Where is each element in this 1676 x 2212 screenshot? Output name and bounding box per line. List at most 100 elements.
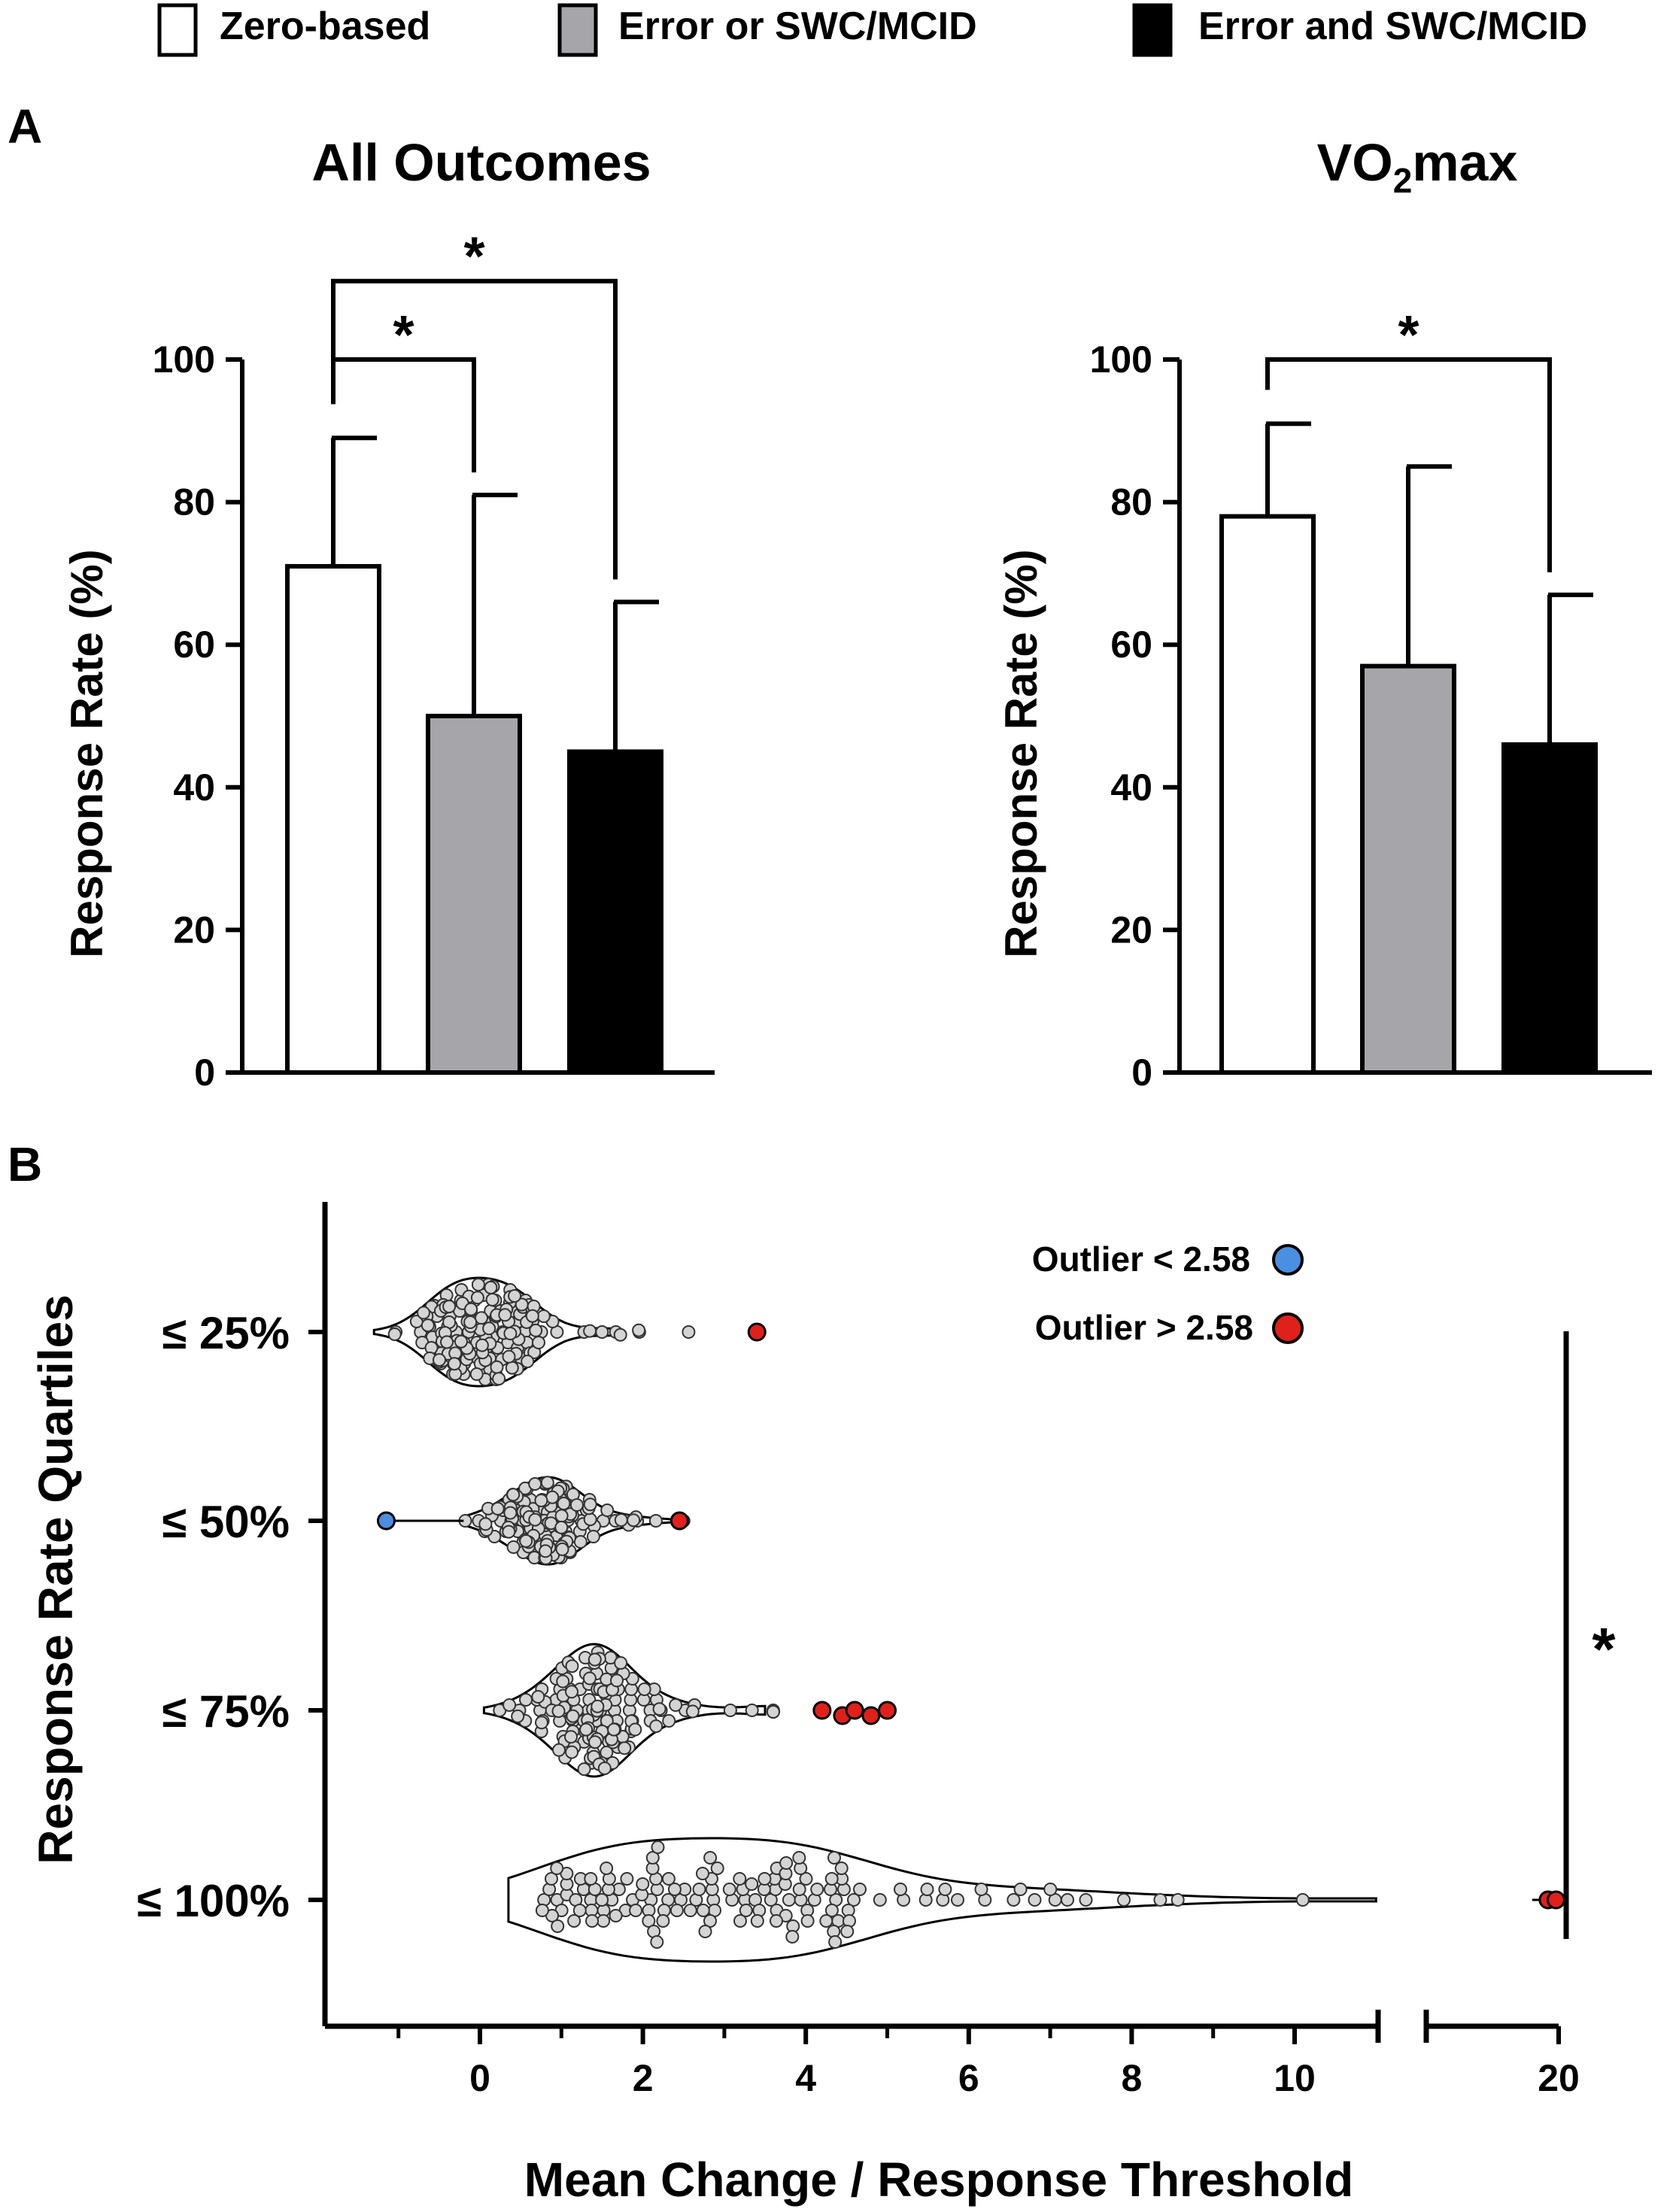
data-point [539,1544,553,1558]
data-point [502,1698,517,1712]
data-point [745,1704,759,1717]
data-point [464,1302,478,1316]
data-point [696,1867,709,1880]
data-point [551,1919,565,1933]
legend-swatch-error-and [1132,3,1173,57]
data-point [597,1914,611,1928]
data-point [642,1914,656,1928]
data-point [545,1872,558,1886]
data-point [770,1914,783,1928]
y-tick-label: 60 [173,624,215,666]
y-tick-label: 80 [1110,481,1152,523]
data-point [824,1872,839,1886]
data-point [696,1904,710,1917]
chart-title: All Outcomes [311,133,651,192]
data-point [853,1883,867,1896]
bar [1219,514,1316,1075]
data-point [723,1704,737,1717]
data-point [766,1705,780,1719]
x-tick-label: 8 [1121,2057,1142,2099]
data-point [557,1497,571,1510]
data-point [847,1893,861,1907]
x-axis-label: Mean Change / Response Threshold [524,2153,1353,2207]
data-point [519,1534,533,1548]
y-tick-label: 20 [1110,909,1152,951]
data-point [565,1745,579,1759]
data-point [792,1883,806,1896]
data-point [565,1659,579,1673]
violins [372,1276,1565,1963]
data-point [703,1851,718,1865]
data-point [470,1291,484,1305]
data-point [471,1278,485,1291]
data-point [475,1338,489,1352]
significance-brackets: ** [331,227,618,580]
data-point [540,1476,554,1490]
data-point [800,1914,815,1928]
data-point [478,1517,493,1531]
significance-star: * [393,305,414,366]
data-point [682,1325,696,1339]
outlier-high-point [845,1701,864,1720]
data-point [637,1683,651,1696]
significance-bracket [1265,357,1552,572]
data-point [442,1300,457,1314]
data-point [1117,1893,1131,1907]
legend-outlier-low-label: Outlier < 2.58 [1032,1240,1250,1279]
bar [1360,663,1456,1075]
data-point [627,1513,641,1528]
data-point [750,1914,764,1928]
data-point [1007,1893,1021,1907]
data-point [554,1520,569,1534]
data-point [490,1501,505,1516]
data-point [565,1685,578,1699]
data-point [692,1883,706,1896]
data-point [502,1525,516,1539]
data-point [938,1883,952,1896]
data-point [511,1709,525,1723]
data-point [1013,1883,1028,1896]
legend-swatch-zero-based [157,3,198,57]
data-point [667,1883,682,1896]
significance-brackets: * [1265,305,1552,572]
data-point [810,1883,824,1896]
y-tick-label: 100 [153,338,215,381]
data-point [556,1674,570,1689]
data-point [758,1872,772,1886]
y-tick-label: 20 [173,909,215,951]
legend-outlier-high-label: Outlier > 2.58 [1035,1308,1253,1347]
data-point [521,1355,535,1369]
outlier-high-point [861,1706,881,1725]
data-point [595,1325,609,1339]
data-point [463,1315,478,1329]
data-point [508,1289,522,1303]
data-point [503,1327,518,1340]
data-point [683,1904,697,1917]
data-point [650,1935,664,1949]
data-point [618,1741,632,1755]
data-point [785,1930,800,1943]
data-point [685,1704,700,1719]
data-point [636,1877,650,1891]
data-point [591,1699,605,1713]
chart-title: VO2max [1317,133,1518,200]
y-axis-label: Response Rate (%) [62,549,112,957]
data-point [502,1349,516,1364]
y-tick-label: 0 [194,1051,215,1094]
title-subscript: 2 [1393,161,1413,200]
data-point [535,1716,548,1730]
bar [567,749,663,1076]
data-point [620,1872,634,1886]
category-label: ≤ 75% [162,1686,290,1737]
y-ticks: 0 20 40 60 80 100 [1090,338,1180,1094]
bar [1501,742,1598,1075]
significance-star: * [1398,305,1419,366]
category-label: ≤ 100% [137,1876,290,1926]
significance-bracket [331,278,618,580]
data-point [550,1862,564,1875]
outlier-high-point [747,1322,767,1342]
y-tick-label: 0 [1131,1051,1152,1094]
y-tick-label: 40 [1110,766,1152,809]
bar [285,563,381,1075]
